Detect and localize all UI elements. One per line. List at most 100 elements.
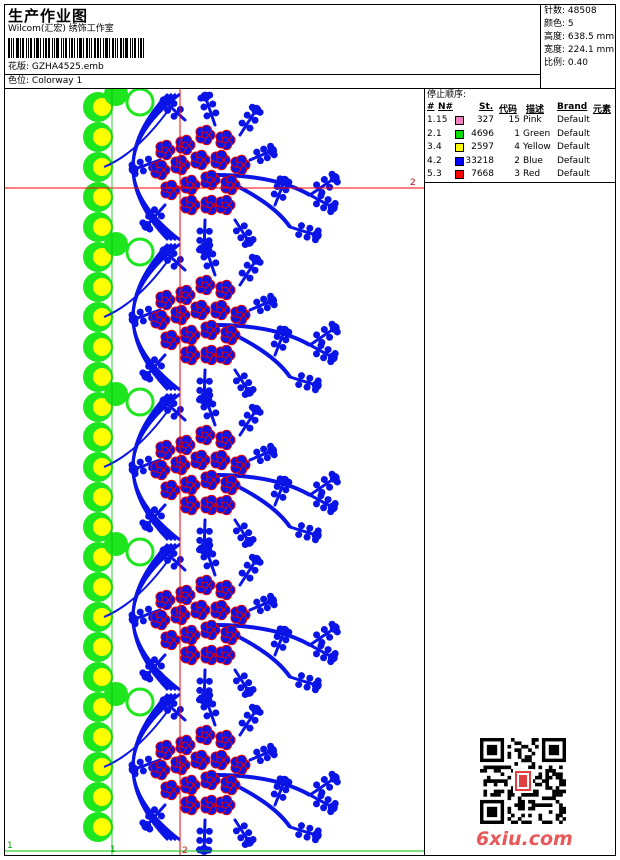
leaf-tip bbox=[329, 773, 340, 784]
legend-cell-desc: Green bbox=[523, 128, 551, 139]
qr-module bbox=[559, 793, 563, 797]
leaf-lobe bbox=[200, 253, 208, 261]
flower-center bbox=[186, 631, 194, 639]
leaf-lobe bbox=[306, 374, 314, 382]
leaf-lobe bbox=[196, 236, 204, 244]
leaf-lobe bbox=[209, 400, 217, 408]
qr-module bbox=[528, 813, 532, 818]
yellow-scallop bbox=[93, 518, 111, 536]
qr-module bbox=[545, 775, 549, 780]
yellow-scallop bbox=[93, 218, 111, 236]
legend-bottom-line bbox=[424, 182, 616, 183]
flower-center bbox=[221, 436, 229, 444]
design-value: GZHA4525.emb bbox=[31, 62, 104, 72]
qr-module bbox=[528, 755, 532, 759]
branch bbox=[214, 173, 311, 197]
qr-module bbox=[521, 820, 525, 824]
leaf-lobe bbox=[313, 331, 321, 339]
leaf-lobe bbox=[306, 824, 314, 832]
flower-center bbox=[201, 131, 209, 139]
stat-scale: 比例: 0.40 bbox=[544, 58, 588, 68]
col-element: 元素 bbox=[593, 105, 612, 115]
col-no: N# bbox=[438, 102, 454, 112]
leaf-lobe bbox=[240, 522, 248, 530]
corner-label: 1 bbox=[110, 845, 116, 855]
leaf-lobe bbox=[312, 650, 320, 658]
qr-module bbox=[507, 810, 512, 814]
leaf-lobe bbox=[326, 183, 334, 191]
qr-module bbox=[514, 741, 519, 746]
leaf-tip bbox=[251, 404, 262, 415]
leaf-lobe bbox=[150, 506, 158, 514]
leaf-lobe bbox=[279, 193, 287, 201]
yellow-scallop bbox=[93, 728, 111, 746]
qr-module bbox=[507, 775, 512, 780]
qr-module bbox=[497, 793, 501, 797]
qr-module bbox=[517, 796, 522, 801]
flower-center bbox=[221, 136, 229, 144]
leaf-lobe bbox=[212, 409, 220, 417]
legend-cell-code: 4 bbox=[514, 142, 520, 152]
qr-module bbox=[562, 806, 566, 811]
leaf-lobe bbox=[324, 196, 332, 204]
leaf-lobe bbox=[152, 219, 160, 227]
leaf-lobe bbox=[243, 261, 251, 269]
qr-module bbox=[528, 799, 532, 804]
flower-center bbox=[216, 606, 224, 614]
flower-center bbox=[206, 501, 214, 509]
qr-module bbox=[531, 793, 536, 797]
leaf-lobe bbox=[139, 617, 147, 625]
qr-module bbox=[559, 765, 563, 770]
stats-divider bbox=[540, 4, 541, 88]
qr-module bbox=[559, 820, 563, 824]
leaf-lobe bbox=[320, 504, 328, 512]
qr-module bbox=[507, 755, 512, 759]
legend-cell-brand: Default bbox=[557, 128, 590, 139]
leaf-lobe bbox=[326, 483, 334, 491]
leaf-lobe bbox=[295, 681, 303, 689]
leaf-lobe bbox=[312, 800, 320, 808]
flower-center bbox=[186, 651, 194, 659]
branch bbox=[234, 783, 292, 829]
qr-module bbox=[531, 741, 536, 746]
leaf-lobe bbox=[144, 305, 152, 313]
leaf-lobe bbox=[245, 829, 253, 837]
green-scallop bbox=[104, 382, 128, 406]
leaf-lobe bbox=[150, 656, 158, 664]
leaf-lobe bbox=[238, 269, 246, 277]
leaf-stem bbox=[238, 408, 258, 437]
leaf-lobe bbox=[139, 317, 147, 325]
leaf-lobe bbox=[170, 250, 178, 258]
qr-module bbox=[562, 810, 566, 814]
leaf-lobe bbox=[196, 527, 204, 535]
leaf-lobe bbox=[273, 482, 281, 490]
page-title: 生产作业图 bbox=[8, 7, 89, 25]
qr-module bbox=[517, 817, 522, 821]
flower-center bbox=[226, 781, 234, 789]
qr-module bbox=[528, 748, 532, 752]
sheet-frame bbox=[4, 4, 616, 856]
legend-row: 2. 1 4696 1 Green Default bbox=[424, 128, 616, 141]
leaf-lobe bbox=[170, 550, 178, 558]
leaf-lobe bbox=[253, 748, 261, 756]
qr-module bbox=[555, 793, 560, 797]
color-swatch bbox=[455, 170, 464, 179]
legend-cell-code: 15 bbox=[508, 115, 520, 125]
flower-center bbox=[156, 466, 164, 474]
qr-module bbox=[545, 796, 549, 801]
leaf-lobe bbox=[320, 654, 328, 662]
leaf-lobe bbox=[295, 831, 303, 839]
colorway-label: 色位: Colorway 1 bbox=[8, 76, 83, 86]
leaf-lobe bbox=[279, 493, 287, 501]
qr-module bbox=[552, 796, 556, 801]
leaf-lobe bbox=[196, 677, 204, 685]
flower-center bbox=[166, 486, 174, 494]
leaf-lobe bbox=[273, 332, 281, 340]
qr-module bbox=[535, 782, 539, 787]
leaf-lobe bbox=[251, 716, 259, 724]
qr-module bbox=[531, 779, 536, 783]
qr-module bbox=[559, 775, 563, 780]
qr-module bbox=[490, 765, 494, 770]
qr-module bbox=[531, 738, 536, 742]
leaf-stem bbox=[203, 545, 217, 577]
